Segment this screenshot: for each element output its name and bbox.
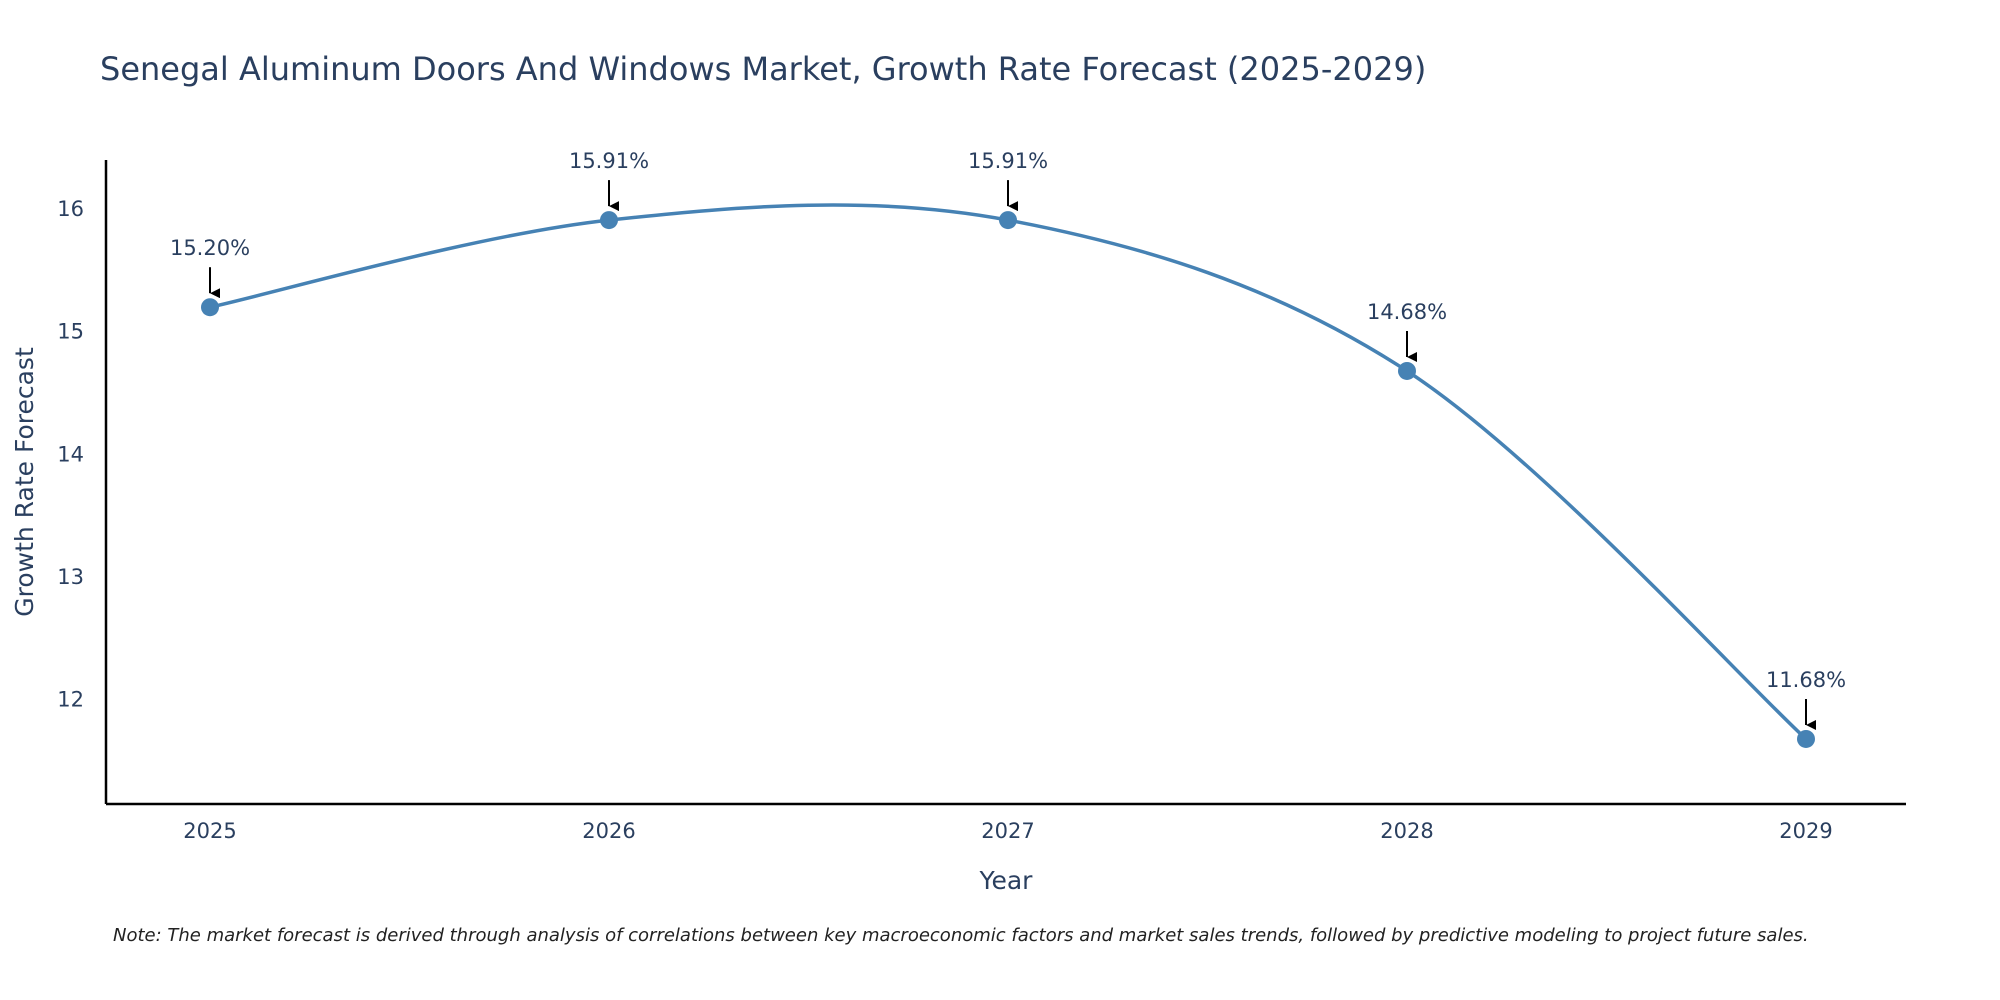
x-tick-label: 2029	[1779, 819, 1832, 843]
y-tick-label: 16	[57, 197, 84, 221]
data-label: 15.91%	[968, 149, 1048, 173]
series-line	[209, 203, 1808, 741]
y-axis-title: Growth Rate Forecast	[10, 347, 39, 617]
data-point[interactable]	[600, 211, 618, 230]
data-point[interactable]	[1797, 729, 1815, 748]
y-tick-label: 12	[57, 688, 84, 712]
data-point[interactable]	[201, 298, 219, 317]
chart-title: Senegal Aluminum Doors And Windows Marke…	[100, 50, 1426, 88]
y-tick-label: 13	[57, 565, 84, 589]
y-tick-label: 14	[57, 442, 84, 466]
x-tick-label: 2026	[582, 819, 635, 843]
chart-note: Note: The market forecast is derived thr…	[113, 925, 1809, 946]
x-tick-label: 2025	[183, 819, 236, 843]
x-axis-title: Year	[979, 866, 1034, 895]
data-label: 14.68%	[1367, 300, 1447, 324]
y-tick-labels: 12 13 14 15 16	[57, 197, 84, 712]
y-tick-label: 15	[57, 320, 84, 344]
data-point[interactable]	[1398, 361, 1416, 380]
data-point[interactable]	[999, 211, 1017, 230]
data-label: 15.91%	[569, 149, 649, 173]
data-label: 15.20%	[170, 236, 250, 260]
x-tick-label: 2028	[1380, 819, 1433, 843]
data-label: 11.68%	[1766, 668, 1846, 692]
x-tick-labels: 2025 2026 2027 2028 2029	[183, 819, 1832, 843]
x-tick-label: 2027	[981, 819, 1034, 843]
series-growth-rate: 15.20% 15.91% 15.91% 14.68% 11.68%	[170, 149, 1846, 748]
